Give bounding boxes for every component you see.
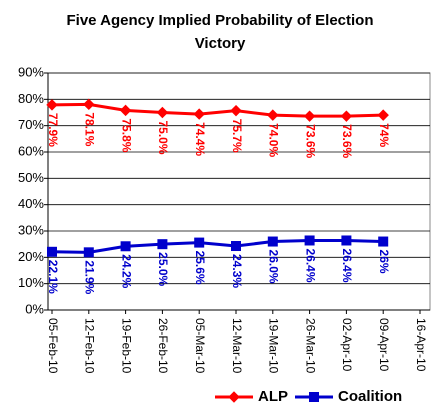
- legend-marker: [228, 391, 240, 403]
- legend-label: Coalition: [338, 388, 402, 405]
- data-label: 75.0%: [156, 121, 170, 155]
- x-tick-label: 26-Mar-10: [303, 318, 317, 374]
- legend-label: ALP: [258, 388, 288, 405]
- data-label: 75.8%: [119, 118, 133, 152]
- data-label: 22.1%: [46, 260, 60, 294]
- y-tick-label: 40%: [18, 196, 44, 211]
- data-label: 74%: [377, 123, 391, 147]
- data-point: [46, 99, 58, 111]
- series-line: [51, 238, 384, 254]
- data-label: 25.0%: [156, 252, 170, 286]
- y-tick-label: 20%: [18, 249, 44, 264]
- data-label: 78.1%: [83, 112, 97, 146]
- x-tick-label: 26-Feb-10: [156, 318, 170, 374]
- data-point: [340, 110, 353, 122]
- y-tick-label: 30%: [18, 222, 44, 237]
- data-point: [303, 110, 316, 122]
- data-point: [341, 235, 352, 246]
- x-tick-label: 02-Apr-10: [340, 318, 354, 372]
- data-point: [378, 236, 389, 247]
- data-point: [83, 247, 94, 258]
- data-label: 21.9%: [83, 260, 97, 294]
- data-point: [156, 106, 169, 119]
- data-point: [377, 109, 389, 121]
- y-tick-label: 50%: [18, 170, 44, 185]
- data-label: 26.0%: [267, 250, 281, 284]
- x-tick-label: 16-Apr-10: [414, 318, 428, 372]
- data-point: [267, 236, 278, 247]
- data-label: 75.7%: [230, 119, 244, 153]
- x-tick-label: 12-Mar-10: [230, 318, 244, 374]
- data-label: 25.6%: [193, 251, 207, 285]
- chart-title: Five Agency Implied Probability of Elect…: [66, 12, 373, 29]
- data-label: 26.4%: [340, 248, 354, 282]
- legend-marker: [309, 392, 319, 402]
- data-point: [304, 235, 315, 246]
- x-tick-label: 19-Feb-10: [119, 318, 133, 374]
- data-point: [157, 239, 168, 250]
- data-point: [267, 109, 279, 121]
- data-point: [193, 108, 205, 120]
- data-point: [83, 98, 95, 111]
- data-label: 73.6%: [340, 124, 354, 158]
- x-tick-label: 09-Apr-10: [377, 318, 391, 372]
- x-tick-label: 19-Mar-10: [267, 318, 281, 374]
- x-tick-label: 05-Feb-10: [46, 318, 60, 374]
- x-tick-label: 12-Feb-10: [83, 318, 97, 374]
- y-tick-label: 80%: [18, 91, 44, 106]
- data-label: 26.4%: [303, 248, 317, 282]
- data-point: [230, 104, 242, 117]
- chart-title: Victory: [195, 35, 246, 52]
- data-point: [119, 104, 132, 117]
- y-tick-label: 10%: [18, 275, 44, 290]
- series-line: [51, 102, 384, 118]
- data-label: 24.2%: [119, 254, 133, 288]
- y-tick-label: 90%: [18, 64, 44, 79]
- data-point: [120, 241, 131, 252]
- data-label: 74.0%: [267, 123, 281, 157]
- data-label: 26%: [377, 250, 391, 274]
- y-tick-label: 0%: [25, 301, 44, 316]
- data-point: [231, 241, 241, 252]
- data-label: 73.6%: [303, 124, 317, 158]
- y-tick-label: 60%: [18, 143, 44, 158]
- data-label: 24.3%: [230, 254, 244, 288]
- data-point: [194, 237, 205, 248]
- x-tick-label: 05-Mar-10: [193, 318, 207, 374]
- y-tick-label: 70%: [18, 117, 44, 132]
- data-point: [47, 246, 57, 257]
- data-label: 74.4%: [193, 122, 207, 156]
- data-label: 77.9%: [46, 113, 60, 147]
